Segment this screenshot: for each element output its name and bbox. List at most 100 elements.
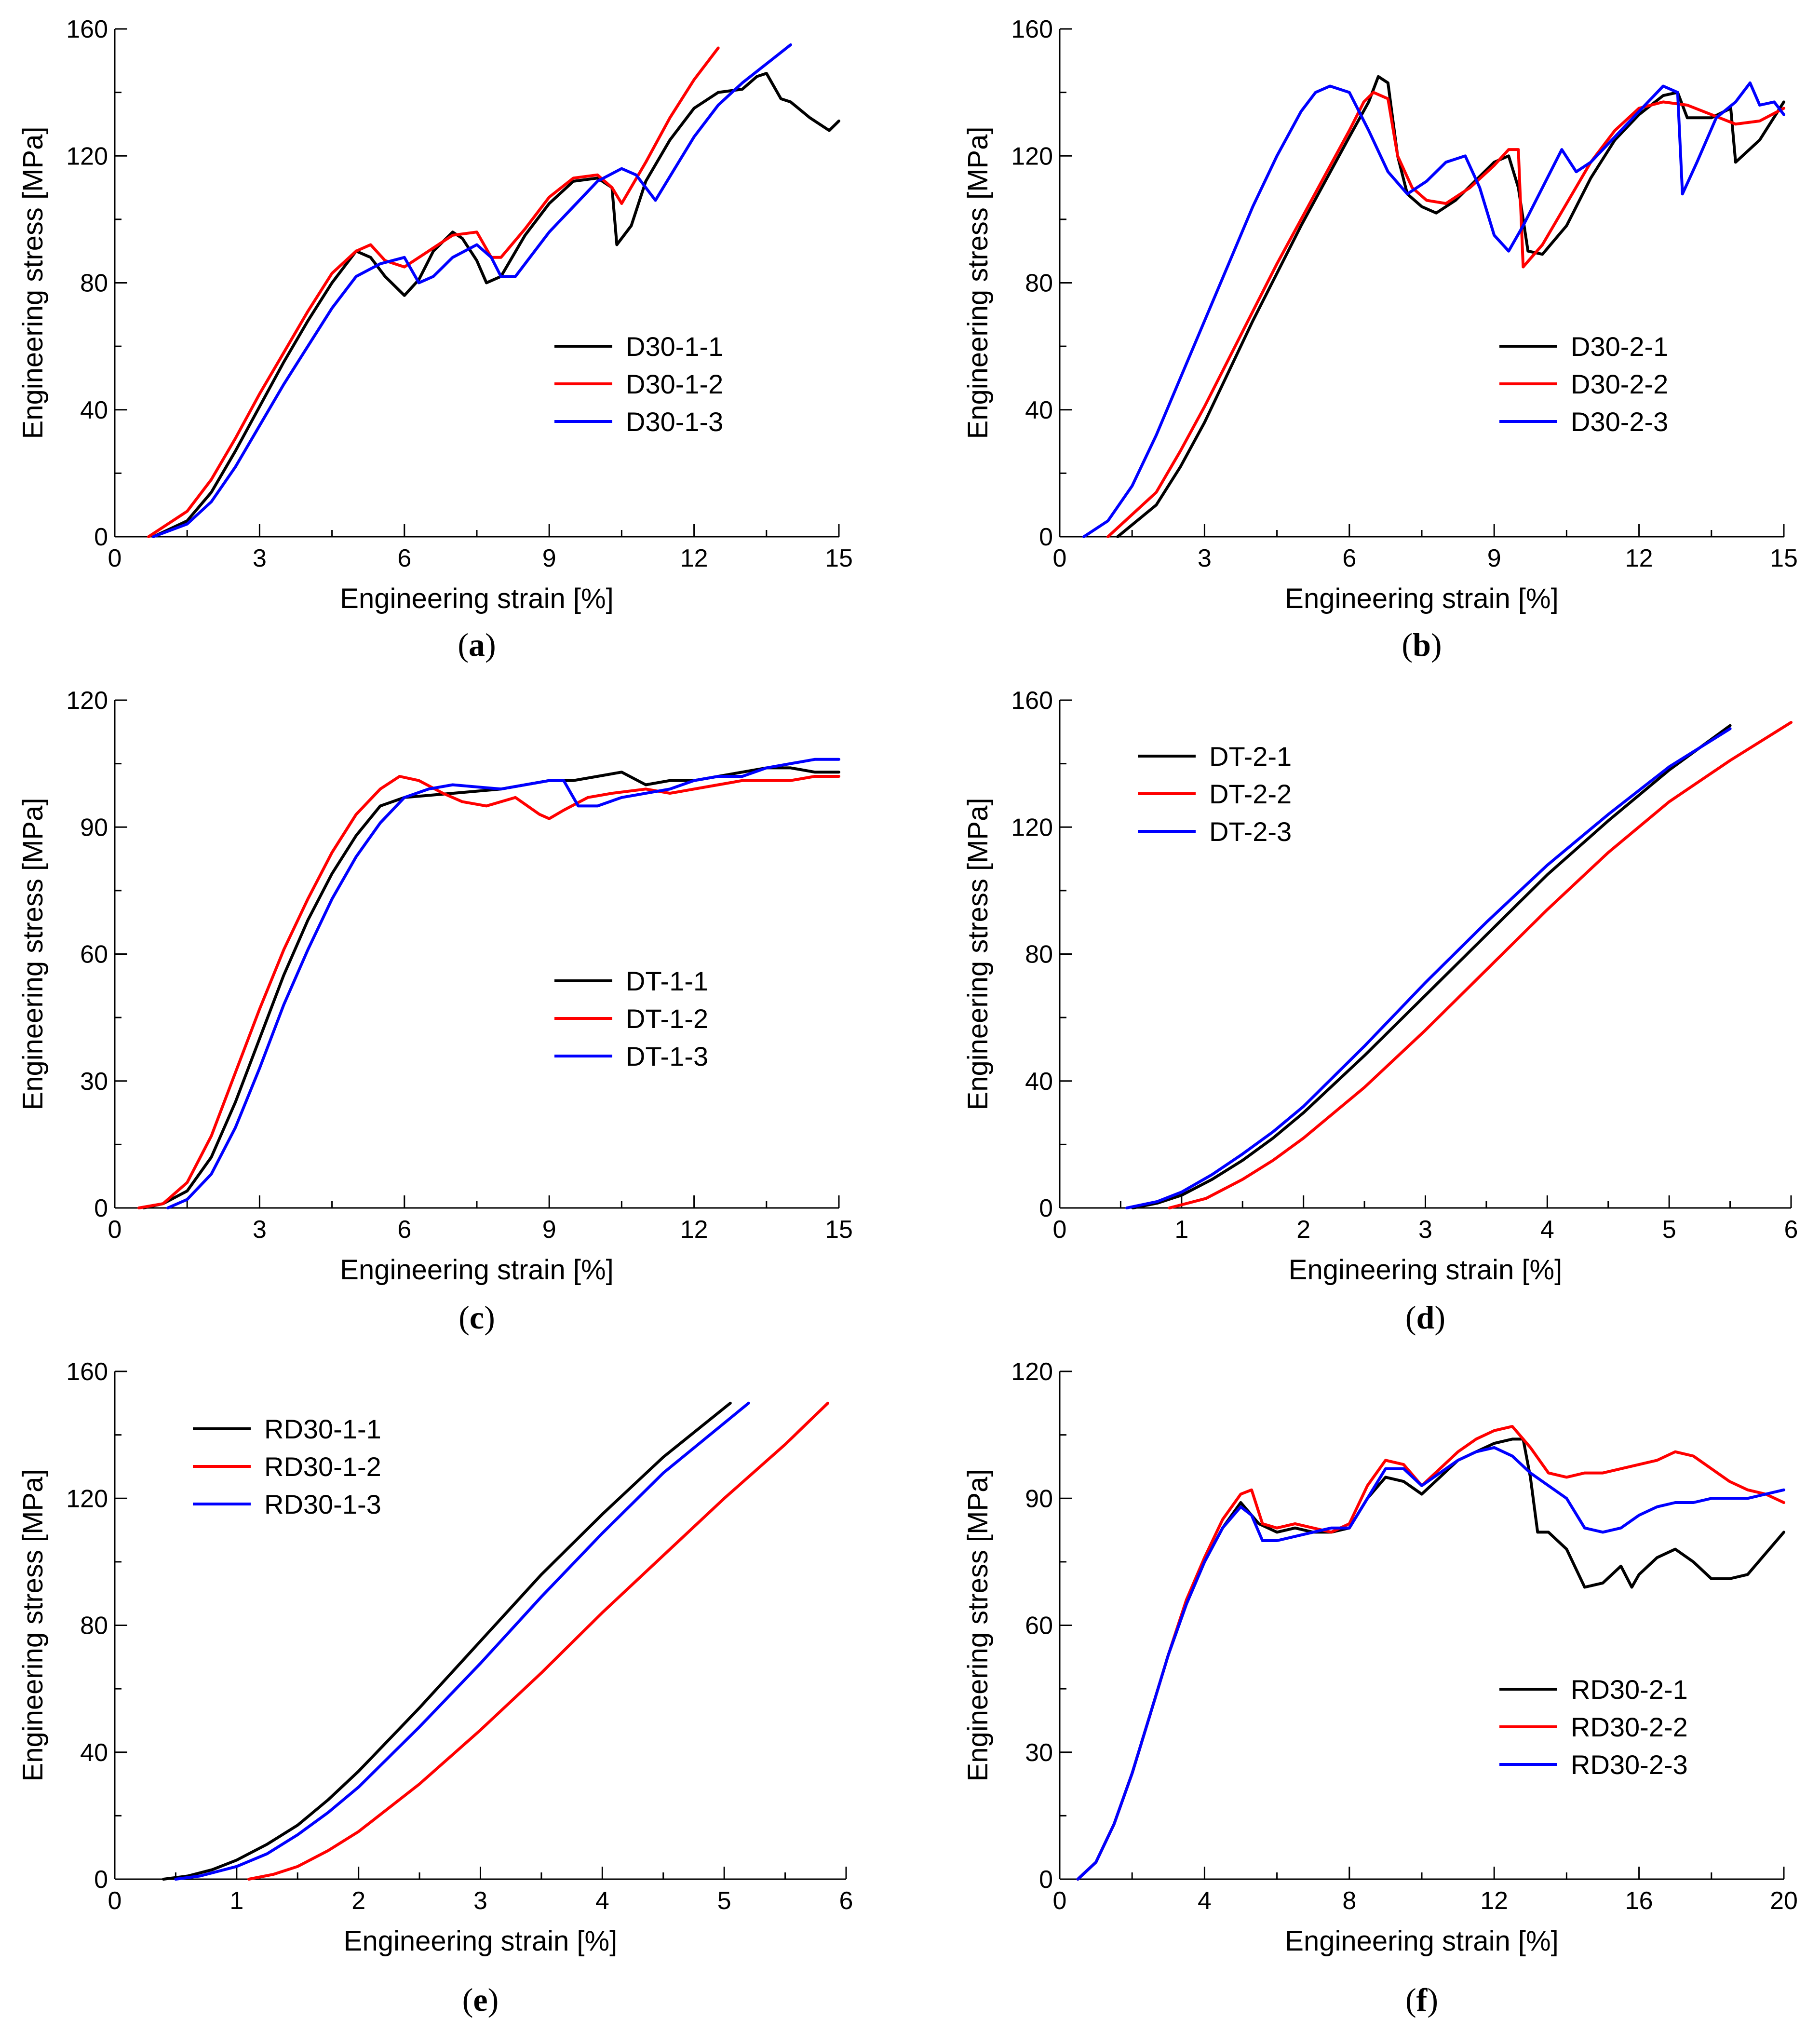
panel-letter: c	[470, 1299, 484, 1336]
x-axis-title: Engineering strain [%]	[344, 1925, 617, 1957]
x-tick-label: 0	[108, 1216, 122, 1244]
legend-label: D30-2-2	[1571, 369, 1668, 399]
chart-panel-a: 0 3 6 9 12 15 0 40 80 120 160 Engineering strain [%…	[17, 15, 853, 663]
x-tick-label: 1	[1174, 1216, 1188, 1244]
y-tick-label: 0	[1039, 523, 1053, 551]
y-tick-label: 60	[80, 941, 108, 969]
y-tick-label: 120	[1011, 142, 1053, 170]
y-tick-label: 0	[94, 523, 108, 551]
panel-label: (e)	[462, 1981, 499, 2018]
y-axis-title: Engineering stress [MPa]	[17, 798, 49, 1111]
x-axis-title: Engineering strain [%]	[340, 583, 613, 614]
y-tick-label: 160	[66, 15, 108, 43]
y-tick-label: 30	[1025, 1739, 1053, 1767]
series-line-DT-1-2	[137, 775, 840, 1209]
panel-letter: d	[1416, 1299, 1435, 1336]
y-axis-title: Engineering stress [MPa]	[962, 1469, 994, 1782]
x-tick-label: 4	[595, 1887, 609, 1915]
legend-label: DT-2-1	[1209, 741, 1292, 772]
panel-letter: e	[473, 1981, 487, 2018]
x-tick-label: 0	[1053, 1887, 1067, 1915]
y-tick-label: 120	[66, 1485, 108, 1513]
series-line-DT-2-1	[1131, 724, 1732, 1209]
x-tick-label: 4	[1198, 1887, 1212, 1915]
y-tick-label: 30	[80, 1068, 108, 1096]
legend-label: RD30-1-1	[264, 1414, 381, 1444]
panel-label: (f)	[1405, 1981, 1438, 2018]
legend-label: D30-2-1	[1571, 331, 1668, 362]
chart-panel-d: 0 1 2 3 4 5 6 0 40 80 120 160 Engineering strain [%]…	[962, 687, 1798, 1336]
legend: D30-2-1 D30-2-2 D30-2-3	[1499, 331, 1668, 437]
legend-label: RD30-1-2	[264, 1451, 381, 1482]
y-tick-label: 120	[1011, 813, 1053, 841]
x-axis-title: Engineering strain [%]	[1285, 1925, 1558, 1957]
y-tick-label: 0	[94, 1866, 108, 1894]
legend-label: D30-1-1	[626, 331, 723, 362]
series-line-D30-2-1	[1116, 75, 1785, 538]
x-tick-label: 6	[839, 1887, 853, 1915]
legend-label: D30-1-3	[626, 407, 723, 437]
legend-label: DT-1-3	[626, 1041, 708, 1071]
y-axis-title: Engineering stress [MPa]	[962, 798, 994, 1111]
y-tick-label: 40	[80, 1739, 108, 1767]
x-tick-label: 3	[1198, 544, 1212, 572]
y-tick-label: 80	[80, 1612, 108, 1640]
legend-label: RD30-1-3	[264, 1489, 381, 1519]
y-tick-label: 80	[1025, 270, 1053, 298]
x-tick-label: 0	[1053, 544, 1067, 572]
series-line-D30-1-1	[152, 72, 840, 538]
series-line-RD30-1-2	[247, 1401, 830, 1881]
x-tick-label: 20	[1770, 1887, 1798, 1915]
x-tick-label: 2	[351, 1887, 365, 1915]
x-tick-label: 0	[108, 544, 122, 572]
x-tick-label: 2	[1296, 1216, 1310, 1244]
x-tick-label: 15	[825, 1216, 853, 1244]
panel-label: (d)	[1405, 1299, 1445, 1336]
chart-panel-b: 0 3 6 9 12 15 0 40 80 120 160 Engineering strain [%…	[962, 15, 1798, 663]
y-tick-label: 80	[80, 270, 108, 298]
legend: DT-1-1 DT-1-2 DT-1-3	[554, 966, 708, 1071]
y-axis-title: Engineering stress [MPa]	[17, 1469, 49, 1782]
x-tick-label: 9	[542, 1216, 556, 1244]
y-tick-label: 90	[80, 813, 108, 841]
x-tick-label: 6	[397, 544, 411, 572]
x-tick-label: 15	[825, 544, 853, 572]
panel-letter: f	[1416, 1981, 1428, 2018]
chart-panel-e: 0 1 2 3 4 5 6 0 40 80 120 160 Engineering strain [%]…	[17, 1358, 853, 2018]
x-tick-label: 5	[1662, 1216, 1676, 1244]
x-tick-label: 3	[473, 1887, 487, 1915]
x-tick-label: 0	[108, 1887, 122, 1915]
x-axis-title: Engineering strain [%]	[340, 1254, 613, 1286]
series-line-D30-1-2	[147, 46, 720, 538]
x-tick-label: 1	[229, 1887, 243, 1915]
panel-letter: b	[1413, 626, 1431, 663]
x-tick-label: 5	[717, 1887, 731, 1915]
x-tick-label: 0	[1053, 1216, 1067, 1244]
x-tick-label: 9	[1487, 544, 1501, 572]
legend-label: DT-1-2	[626, 1003, 708, 1034]
chart-panel-c: 0 3 6 9 12 15 0 30 60 90 120 Engineering strain [%]…	[17, 687, 853, 1336]
legend: DT-2-1 DT-2-2 DT-2-3	[1138, 741, 1292, 847]
series-line-RD30-1-1	[162, 1401, 732, 1881]
y-tick-label: 0	[94, 1194, 108, 1222]
legend-label: DT-2-2	[1209, 779, 1292, 809]
y-tick-label: 80	[1025, 941, 1053, 969]
series-line-D30-1-3	[152, 43, 792, 538]
x-tick-label: 9	[542, 544, 556, 572]
x-axis-title: Engineering strain [%]	[1285, 583, 1558, 614]
series-line-DT-1-1	[142, 766, 840, 1209]
x-tick-label: 12	[1625, 544, 1653, 572]
series-line-DT-2-3	[1125, 727, 1732, 1209]
panel-label: (b)	[1402, 626, 1442, 663]
series-line-DT-2-2	[1168, 721, 1793, 1209]
x-tick-label: 12	[680, 1216, 708, 1244]
panel-letter: a	[469, 626, 485, 663]
y-tick-label: 0	[1039, 1866, 1053, 1894]
y-tick-label: 120	[1011, 1358, 1053, 1386]
x-tick-label: 3	[253, 1216, 267, 1244]
legend-label: D30-1-2	[626, 369, 723, 399]
y-tick-label: 120	[66, 687, 108, 715]
y-tick-label: 120	[66, 142, 108, 170]
y-tick-label: 40	[1025, 396, 1053, 424]
